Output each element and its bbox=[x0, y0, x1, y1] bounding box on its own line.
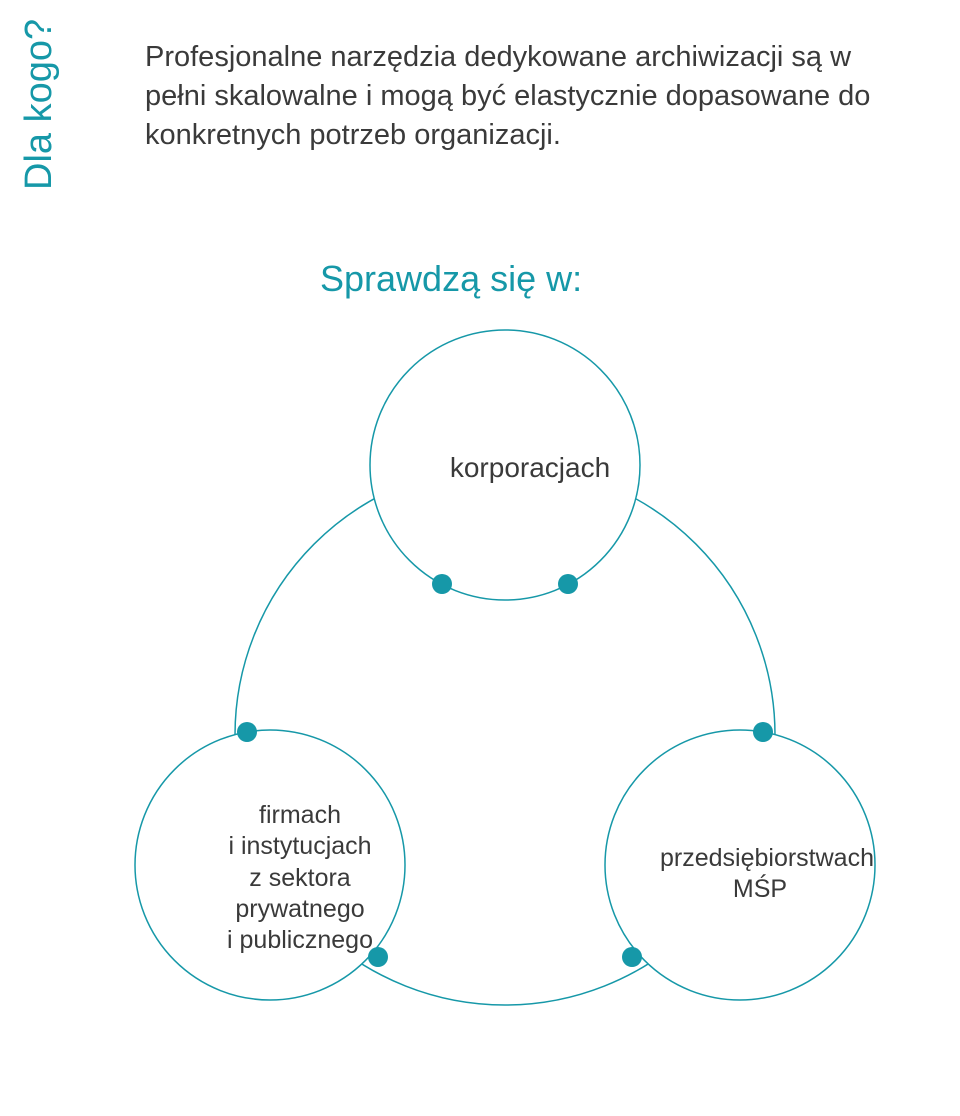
subheading: Sprawdzą się w: bbox=[320, 258, 582, 300]
page: Dla kogo? Profesjonalne narzędzia dedyko… bbox=[0, 0, 960, 1116]
node-label-right: przedsiębiorstwach MŚP bbox=[660, 843, 860, 906]
node-label-top: korporacjach bbox=[430, 450, 630, 485]
intro-paragraph: Profesjonalne narzędzia dedykowane archi… bbox=[145, 38, 905, 155]
node-label-left: firmachi instytucjachz sektoraprywatnego… bbox=[185, 800, 415, 956]
side-title: Dla kogo? bbox=[18, 19, 61, 190]
